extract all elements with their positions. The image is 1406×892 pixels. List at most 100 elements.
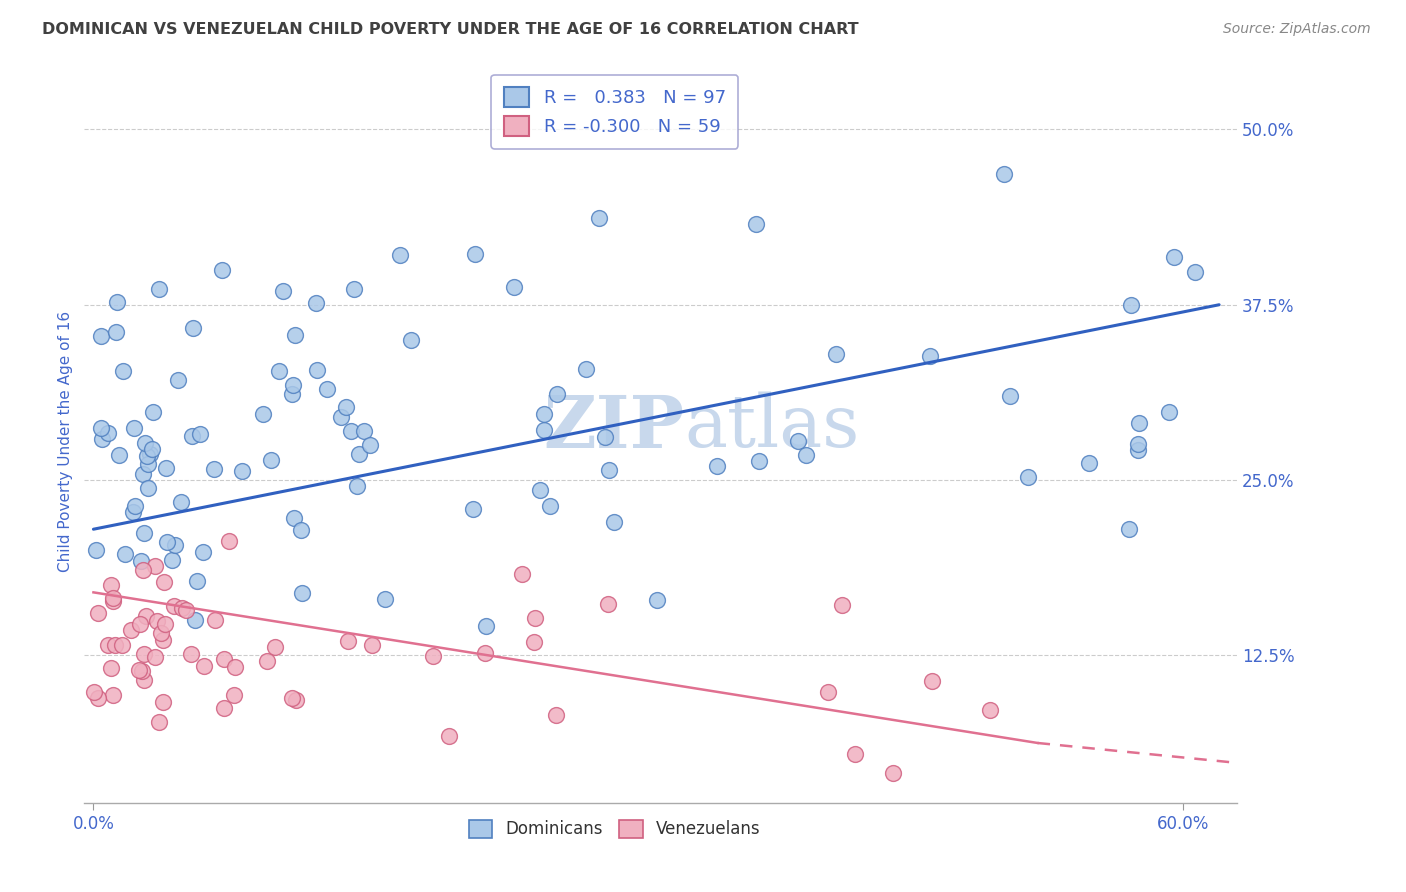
Point bbox=[329, 410, 352, 425]
Point bbox=[260, 453, 283, 467]
Point bbox=[90, 432, 112, 446]
Point bbox=[231, 464, 253, 478]
Point bbox=[128, 663, 150, 677]
Point bbox=[111, 364, 134, 378]
Point bbox=[290, 523, 312, 537]
Point bbox=[825, 347, 848, 361]
Point bbox=[202, 461, 225, 475]
Point bbox=[353, 425, 375, 439]
Point bbox=[212, 701, 235, 715]
Point bbox=[523, 635, 546, 649]
Text: Source: ZipAtlas.com: Source: ZipAtlas.com bbox=[1223, 22, 1371, 37]
Point bbox=[104, 639, 127, 653]
Point bbox=[575, 362, 598, 376]
Point bbox=[148, 714, 170, 729]
Point bbox=[204, 613, 226, 627]
Point bbox=[533, 407, 555, 421]
Point bbox=[1118, 522, 1140, 536]
Point bbox=[100, 578, 122, 592]
Point bbox=[284, 328, 307, 343]
Point bbox=[84, 542, 107, 557]
Point bbox=[461, 502, 484, 516]
Point bbox=[745, 217, 768, 231]
Point bbox=[191, 544, 214, 558]
Point bbox=[1119, 298, 1142, 312]
Point bbox=[107, 448, 129, 462]
Point bbox=[399, 333, 422, 347]
Point bbox=[122, 505, 145, 519]
Point bbox=[211, 263, 233, 277]
Point bbox=[1017, 469, 1039, 483]
Point bbox=[165, 538, 187, 552]
Point bbox=[474, 646, 496, 660]
Y-axis label: Child Poverty Under the Age of 16: Child Poverty Under the Age of 16 bbox=[58, 311, 73, 572]
Point bbox=[1126, 443, 1149, 458]
Text: DOMINICAN VS VENEZUELAN CHILD POVERTY UNDER THE AGE OF 16 CORRELATION CHART: DOMINICAN VS VENEZUELAN CHILD POVERTY UN… bbox=[42, 22, 859, 37]
Point bbox=[546, 386, 568, 401]
Point bbox=[361, 638, 384, 652]
Point bbox=[464, 247, 486, 261]
Point bbox=[748, 454, 770, 468]
Point bbox=[124, 500, 146, 514]
Point bbox=[706, 459, 728, 474]
Point bbox=[152, 695, 174, 709]
Point bbox=[181, 321, 204, 335]
Point bbox=[136, 481, 159, 495]
Point bbox=[134, 525, 156, 540]
Point bbox=[100, 660, 122, 674]
Point bbox=[503, 280, 526, 294]
Point bbox=[335, 401, 357, 415]
Point bbox=[538, 500, 561, 514]
Point bbox=[181, 428, 204, 442]
Point bbox=[134, 647, 156, 661]
Point bbox=[596, 597, 619, 611]
Point bbox=[1184, 265, 1206, 279]
Point bbox=[135, 609, 157, 624]
Point bbox=[523, 611, 546, 625]
Point bbox=[131, 467, 153, 481]
Point bbox=[218, 534, 240, 549]
Point bbox=[337, 633, 360, 648]
Point bbox=[97, 425, 120, 440]
Point bbox=[174, 603, 197, 617]
Point bbox=[252, 407, 274, 421]
Point bbox=[598, 462, 620, 476]
Point bbox=[817, 685, 839, 699]
Point bbox=[1128, 417, 1150, 431]
Point bbox=[103, 688, 125, 702]
Point bbox=[281, 690, 304, 705]
Point bbox=[347, 447, 370, 461]
Point bbox=[97, 639, 120, 653]
Point bbox=[155, 617, 177, 632]
Point bbox=[281, 387, 304, 401]
Point bbox=[271, 284, 294, 298]
Point bbox=[163, 599, 186, 613]
Point bbox=[529, 483, 551, 497]
Point bbox=[132, 673, 155, 688]
Point bbox=[214, 652, 236, 666]
Point bbox=[998, 389, 1021, 403]
Point bbox=[1078, 456, 1101, 470]
Point bbox=[475, 619, 498, 633]
Point bbox=[186, 574, 208, 589]
Point bbox=[979, 703, 1001, 717]
Point bbox=[603, 515, 626, 529]
Point bbox=[993, 167, 1015, 181]
Point bbox=[921, 673, 943, 688]
Point bbox=[291, 585, 314, 599]
Point bbox=[422, 648, 444, 663]
Point bbox=[305, 296, 328, 310]
Point bbox=[132, 563, 155, 577]
Point bbox=[281, 378, 304, 392]
Point bbox=[104, 325, 127, 339]
Point bbox=[170, 495, 193, 509]
Point bbox=[156, 535, 179, 549]
Point bbox=[136, 457, 159, 471]
Point bbox=[269, 364, 291, 378]
Point bbox=[87, 606, 110, 620]
Point bbox=[593, 430, 616, 444]
Point bbox=[131, 664, 153, 678]
Point bbox=[1126, 437, 1149, 451]
Point bbox=[346, 479, 368, 493]
Text: ZIP: ZIP bbox=[543, 392, 683, 463]
